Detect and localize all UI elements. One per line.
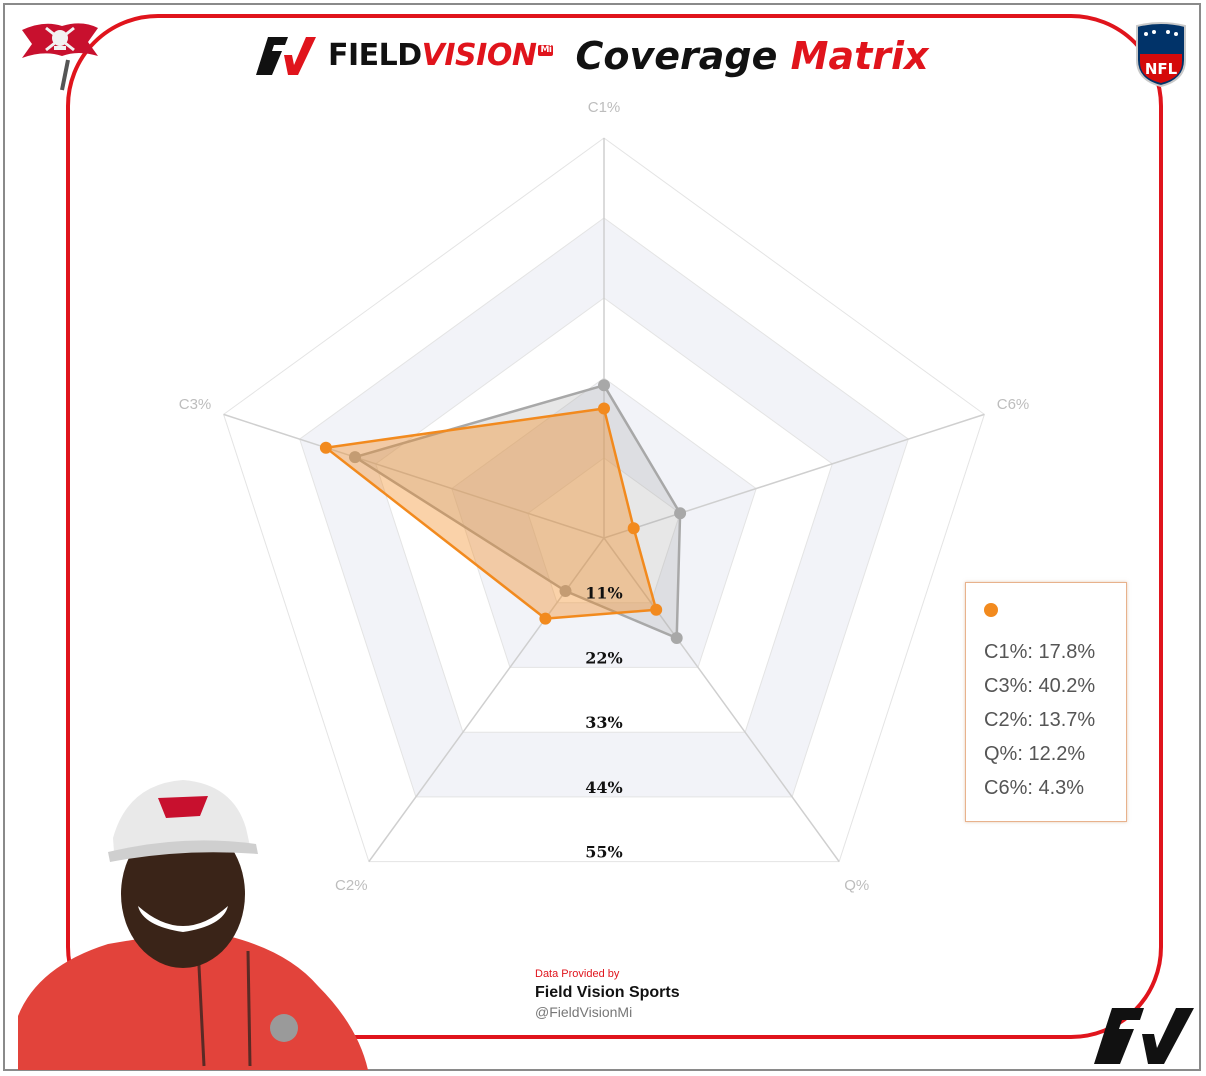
- title-accent: Matrix: [790, 34, 929, 78]
- series-comparison-point-3: [559, 585, 572, 597]
- spoke-1: [603, 413, 985, 539]
- series-primary-point-0: [598, 402, 610, 415]
- brand-wordmark: FIELDVISION Mi: [328, 38, 554, 73]
- spoke-4: [223, 413, 605, 539]
- title-main: Coverage: [575, 34, 778, 78]
- page-title: Coverage Matrix: [575, 37, 928, 75]
- nfl-logo: NFL: [1136, 22, 1186, 88]
- series-comparison-area: [353, 384, 682, 640]
- series-comparison-point-4: [349, 451, 361, 464]
- credit-name: Field Vision Sports: [535, 984, 680, 1001]
- series-layer: [319, 379, 687, 644]
- fieldvision-corner-icon: [1094, 1008, 1194, 1064]
- axis-label-2: Q%: [844, 877, 869, 894]
- series-comparison-point-1: [674, 507, 687, 520]
- grid-ring-1: [527, 457, 681, 604]
- axis-label-0: C1%: [588, 99, 621, 116]
- ring-label-1: 11%: [585, 584, 622, 603]
- buccaneers-logo: [22, 23, 98, 91]
- brand-mi: Mi: [538, 45, 554, 56]
- fieldvision-mark-icon: [256, 37, 316, 75]
- legend-series-dot: [984, 603, 998, 617]
- series-comparison-point-0: [598, 379, 610, 392]
- series-primary-point-4: [319, 441, 332, 454]
- series-primary-area: [324, 407, 658, 620]
- legend-line-c6: C6%: 4.3%: [984, 777, 1085, 799]
- brand-vision: VISION: [421, 38, 537, 73]
- ring-label-3: 33%: [585, 713, 622, 732]
- legend-line-q: Q%: 12.2%: [984, 743, 1086, 765]
- legend: C1%: 17.8% C3%: 40.2% C2%: 13.7% Q%: 12.…: [965, 582, 1127, 822]
- ring-label-2: 22%: [585, 648, 622, 667]
- grid-ring-4: [299, 217, 909, 798]
- credits: Data Provided by Field Vision Sports @Fi…: [535, 968, 680, 1020]
- axis-spokes: [223, 138, 985, 863]
- axis-label-4: C3%: [179, 396, 212, 413]
- series-comparison-point-2: [670, 632, 683, 644]
- ring-labels: 11% 22% 33% 44% 55%: [585, 584, 622, 862]
- credit-provided-by: Data Provided by: [535, 968, 620, 980]
- series-primary-point-3: [539, 612, 552, 625]
- series-primary: [319, 402, 663, 625]
- header: FIELDVISION Mi Coverage Matrix: [254, 30, 929, 82]
- grid-ring-5: [223, 137, 985, 863]
- legend-line-c2: C2%: 13.7%: [984, 709, 1096, 731]
- legend-line-c3: C3%: 40.2%: [984, 675, 1096, 697]
- series-primary-point-1: [627, 522, 640, 535]
- axis-labels: C1% C6% Q% C2% C3%: [179, 99, 1030, 894]
- brand-field: FIELD: [328, 38, 422, 73]
- series-primary-point-2: [650, 603, 663, 616]
- coach-photo: [18, 780, 368, 1070]
- nfl-logo-text: NFL: [1145, 60, 1178, 78]
- grid-ring-2: [451, 377, 757, 668]
- legend-line-c1: C1%: 17.8%: [984, 641, 1096, 663]
- axis-label-3: C2%: [335, 877, 368, 894]
- axis-label-1: C6%: [997, 396, 1030, 413]
- outer-border: [3, 3, 1201, 1071]
- red-frame: [66, 14, 1163, 1039]
- credit-handle: @FieldVisionMi: [535, 1004, 633, 1020]
- series-comparison: [349, 379, 687, 644]
- ring-label-4: 44%: [585, 778, 622, 797]
- spoke-2: [603, 537, 840, 863]
- ring-label-5: 55%: [585, 843, 622, 862]
